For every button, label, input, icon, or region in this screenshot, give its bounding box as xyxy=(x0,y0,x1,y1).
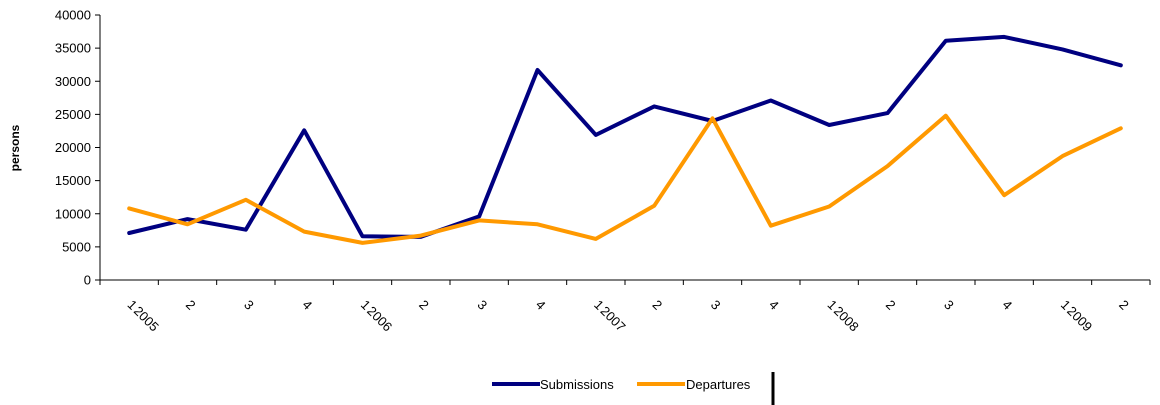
x-tick-year-label: 2006 xyxy=(364,303,395,334)
x-tick-label: 2 xyxy=(183,297,199,313)
y-tick-label: 35000 xyxy=(55,41,91,56)
x-tick-label: 3 xyxy=(708,297,724,313)
legend-label-submissions: Submissions xyxy=(540,377,614,392)
y-tick-label: 20000 xyxy=(55,140,91,155)
x-tick-label: 4 xyxy=(299,297,315,313)
x-tick-label: 2 xyxy=(649,297,665,313)
x-tick-label: 3 xyxy=(474,297,490,313)
x-tick-label: 2 xyxy=(1116,297,1132,313)
x-tick-year-label: 2007 xyxy=(597,303,628,334)
legend-label-departures: Departures xyxy=(686,377,751,392)
y-axis-title: persons xyxy=(8,124,22,171)
x-tick-label: 4 xyxy=(766,297,782,313)
y-tick-label: 5000 xyxy=(62,239,91,254)
x-tick-label: 4 xyxy=(533,297,549,313)
y-axis: 0 5000 10000 15000 20000 25000 30000 35000 40000 xyxy=(55,8,101,288)
x-tick-label: 2 xyxy=(416,297,432,313)
series-line-submissions xyxy=(127,34,1123,239)
x-tick-label: 3 xyxy=(941,297,957,313)
series-lines xyxy=(127,34,1123,245)
y-tick-label: 0 xyxy=(84,273,91,288)
x-tick-label: 4 xyxy=(999,297,1015,313)
x-tick-label: 2 xyxy=(883,297,899,313)
y-tick-label: 15000 xyxy=(55,173,91,188)
y-tick-label: 40000 xyxy=(55,8,91,23)
y-tick-label: 30000 xyxy=(55,74,91,89)
x-tick-year-label: 2009 xyxy=(1064,303,1095,334)
x-tick-label: 3 xyxy=(241,297,257,313)
series-line-departures xyxy=(127,113,1123,245)
legend: Submissions Departures xyxy=(492,372,775,405)
x-tick-year-label: 2005 xyxy=(131,303,162,334)
x-tick-year-label: 2008 xyxy=(831,303,862,334)
y-tick-label: 10000 xyxy=(55,206,91,221)
y-tick-label: 25000 xyxy=(55,107,91,122)
